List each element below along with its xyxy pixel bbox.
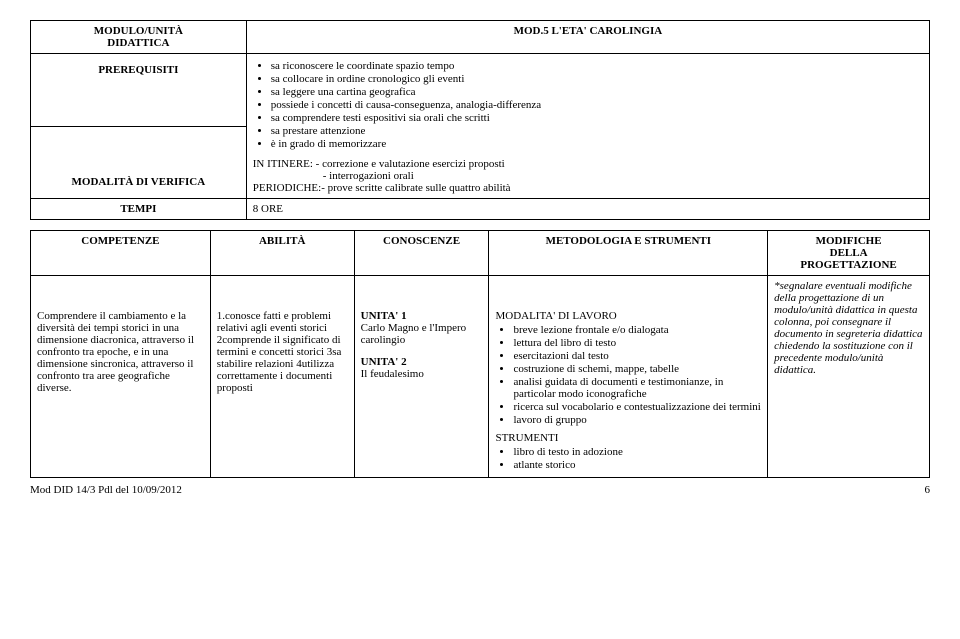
list-item: libro di testo in adozione [513, 446, 761, 458]
list-item: ricerca sul vocabolario e contestualizza… [513, 401, 761, 413]
list-item: sa comprendere testi espositivi sia oral… [271, 112, 923, 124]
module-heading-cell: MODULO/UNITÀ DIDATTICA [31, 21, 247, 54]
modifiche-header-l3: PROGETTAZIONE [774, 259, 923, 271]
competenze-cell: Comprendere il cambiamento e la diversit… [31, 276, 211, 478]
list-item: esercitazioni dal testo [513, 350, 761, 362]
footer-left: Mod DID 14/3 Pdl del 10/09/2012 [30, 484, 182, 496]
modalita-label: MODALITA' DI LAVORO [495, 310, 761, 322]
table-row: MODULO/UNITÀ DIDATTICA MOD.5 L'ETA' CARO… [31, 21, 930, 54]
unita2-label: UNITA' 2 [361, 356, 483, 368]
module-heading-line2: DIDATTICA [37, 37, 240, 49]
table-row: PREREQUISITI sa riconoscere le coordinat… [31, 54, 930, 127]
module-title-cell: MOD.5 L'ETA' CAROLINGIA [246, 21, 929, 54]
prerequisiti-content-cell: sa riconoscere le coordinate spazio temp… [246, 54, 929, 199]
list-item: costruzione di schemi, mappe, tabelle [513, 363, 761, 375]
table-row: TEMPI 8 ORE [31, 199, 930, 220]
col-abilita-header: ABILITÀ [210, 231, 354, 276]
verifica-label: MODALITÀ DI VERIFICA [31, 126, 247, 199]
col-metodologia-header: METODOLOGIA E STRUMENTI [489, 231, 768, 276]
list-item: breve lezione frontale e/o dialogata [513, 324, 761, 336]
list-item: analisi guidata di documenti e testimoni… [513, 376, 761, 400]
prerequisiti-label: PREREQUISITI [31, 54, 247, 127]
verifica-line3: PERIODICHE:- prove scritte calibrate sul… [253, 182, 923, 194]
conoscenze-cell: UNITA' 1 Carlo Magno e l'Impero caroling… [354, 276, 489, 478]
header-row: COMPETENZE ABILITÀ CONOSCENZE METODOLOGI… [31, 231, 930, 276]
unita1-text: Carlo Magno e l'Impero carolingio [361, 322, 483, 346]
verifica-line2: - interrogazioni orali [253, 170, 923, 182]
list-item: lettura del libro di testo [513, 337, 761, 349]
col-modifiche-header: MODIFICHE DELLA PROGETTAZIONE [768, 231, 930, 276]
modifiche-header-l2: DELLA [774, 247, 923, 259]
col-conoscenze-header: CONOSCENZE [354, 231, 489, 276]
abilita-cell: 1.conosce fatti e problemi relativi agli… [210, 276, 354, 478]
list-item: possiede i concetti di causa-conseguenza… [271, 99, 923, 111]
footer-page-number: 6 [925, 484, 931, 496]
content-row: Comprendere il cambiamento e la diversit… [31, 276, 930, 478]
main-grid: COMPETENZE ABILITÀ CONOSCENZE METODOLOGI… [30, 230, 930, 478]
list-item: sa leggere una cartina geografica [271, 86, 923, 98]
abilita-text: 1.conosce fatti e problemi relativi agli… [217, 310, 348, 394]
tempi-label: TEMPI [31, 199, 247, 220]
strumenti-list: libro di testo in adozioneatlante storic… [495, 446, 761, 471]
competenze-text: Comprendere il cambiamento e la diversit… [37, 310, 204, 394]
modifiche-cell: *segnalare eventuali modifiche della pro… [768, 276, 930, 478]
metodologia-cell: MODALITA' DI LAVORO breve lezione fronta… [489, 276, 768, 478]
list-item: sa riconoscere le coordinate spazio temp… [271, 60, 923, 72]
prerequisiti-list: sa riconoscere le coordinate spazio temp… [253, 60, 923, 150]
page-footer: Mod DID 14/3 Pdl del 10/09/2012 6 [30, 484, 930, 496]
modifiche-header-l1: MODIFICHE [774, 235, 923, 247]
unita1-label: UNITA' 1 [361, 310, 483, 322]
list-item: lavoro di gruppo [513, 414, 761, 426]
list-item: è in grado di memorizzare [271, 138, 923, 150]
module-heading-line1: MODULO/UNITÀ [37, 25, 240, 37]
top-table: MODULO/UNITÀ DIDATTICA MOD.5 L'ETA' CARO… [30, 20, 930, 220]
list-item: sa collocare in ordine cronologico gli e… [271, 73, 923, 85]
unita2-text: Il feudalesimo [361, 368, 483, 380]
tempi-value: 8 ORE [246, 199, 929, 220]
verifica-line1: IN ITINERE: - correzione e valutazione e… [253, 158, 923, 170]
modalita-list: breve lezione frontale e/o dialogatalett… [495, 324, 761, 426]
list-item: atlante storico [513, 459, 761, 471]
list-item: sa prestare attenzione [271, 125, 923, 137]
col-competenze-header: COMPETENZE [31, 231, 211, 276]
strumenti-label: STRUMENTI [495, 432, 761, 444]
